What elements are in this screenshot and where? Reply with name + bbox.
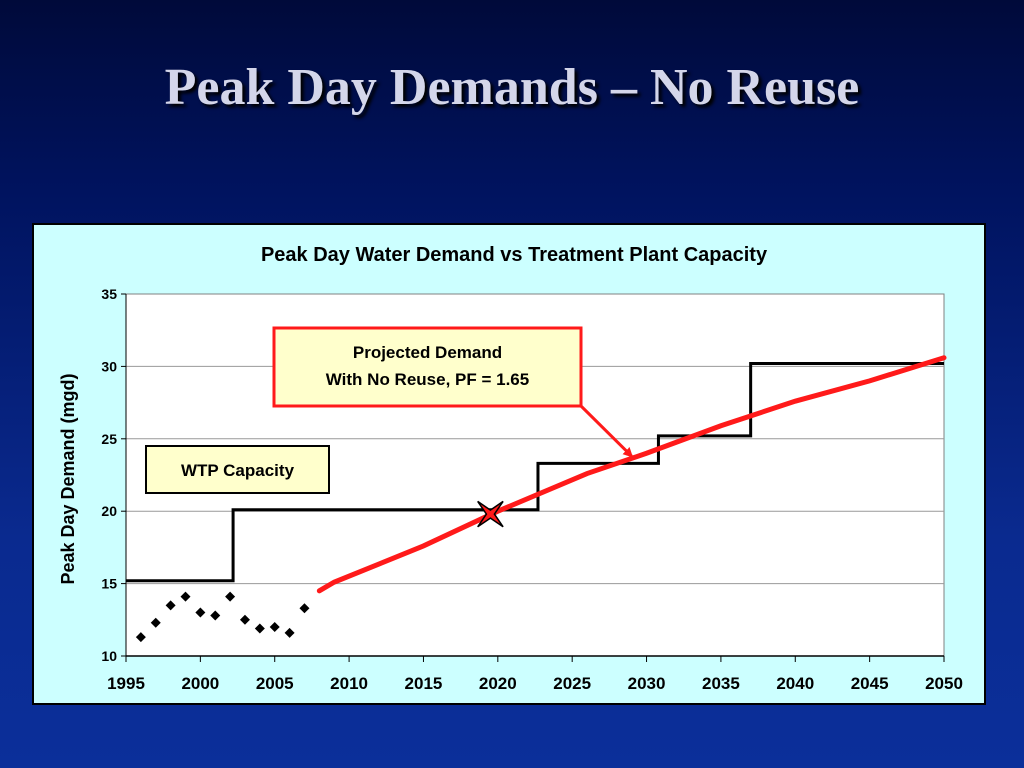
x-tick-label: 2025 bbox=[553, 674, 591, 693]
y-tick-label: 10 bbox=[101, 648, 117, 664]
historic-demand-point bbox=[195, 607, 206, 618]
y-axis-label: Peak Day Demand (mgd) bbox=[58, 373, 78, 584]
x-tick-label: 2030 bbox=[628, 674, 666, 693]
historic-demand-point bbox=[284, 627, 295, 638]
wtp-capacity-label-box bbox=[145, 445, 330, 494]
historic-demand-point bbox=[254, 623, 265, 634]
historic-demand-point bbox=[210, 610, 221, 621]
historic-demand-point bbox=[180, 591, 191, 602]
x-tick-label: 2035 bbox=[702, 674, 740, 693]
x-tick-label: 2050 bbox=[925, 674, 963, 693]
x-tick-label: 2045 bbox=[851, 674, 889, 693]
y-tick-label: 25 bbox=[101, 431, 117, 447]
x-tick-label: 1995 bbox=[107, 674, 145, 693]
annotations: Projected Demand With No Reuse, PF = 1.65… bbox=[145, 326, 634, 494]
x-tick-label: 2000 bbox=[181, 674, 219, 693]
wtp-capacity-label-text: WTP Capacity bbox=[181, 461, 295, 480]
historic-demand-point bbox=[239, 614, 250, 625]
capacity-crossing-marker bbox=[477, 500, 504, 528]
historic-demand-point bbox=[135, 632, 146, 643]
historic-demand-point bbox=[269, 622, 280, 633]
projected-demand-callout-text: Projected Demand bbox=[353, 343, 502, 362]
x-tick-label: 2020 bbox=[479, 674, 517, 693]
chart-frame: Peak Day Water Demand vs Treatment Plant… bbox=[32, 223, 986, 705]
slide-title: Peak Day Demands – No Reuse bbox=[164, 59, 860, 116]
historic-demand-point bbox=[225, 591, 236, 602]
demand-capacity-chart: Peak Day Water Demand vs Treatment Plant… bbox=[58, 244, 963, 693]
x-axis-ticks: 1995 2000 2005 2010 2015 2020 2025 2030 2035 2040… bbox=[107, 655, 963, 693]
x-tick-label: 2015 bbox=[405, 674, 443, 693]
y-tick-label: 20 bbox=[101, 503, 117, 519]
y-tick-label: 15 bbox=[101, 576, 117, 592]
x-tick-label: 2040 bbox=[776, 674, 814, 693]
projected-demand-callout-box bbox=[272, 326, 583, 408]
x-tick-label: 2010 bbox=[330, 674, 368, 693]
projected-demand-callout-text: With No Reuse, PF = 1.65 bbox=[326, 370, 529, 389]
projected-demand-line bbox=[316, 355, 947, 594]
projected-demand-arrow bbox=[579, 404, 634, 458]
wtp-capacity-line bbox=[126, 362, 944, 583]
historic-demand-point bbox=[150, 617, 161, 628]
y-axis-ticks: 10 15 20 25 30 35 bbox=[101, 286, 127, 664]
x-tick-label: 2005 bbox=[256, 674, 294, 693]
historic-demand-point bbox=[299, 603, 310, 614]
data-series bbox=[126, 355, 947, 643]
y-tick-label: 30 bbox=[101, 358, 117, 374]
chart-title: Peak Day Water Demand vs Treatment Plant… bbox=[261, 244, 768, 266]
y-tick-label: 35 bbox=[101, 286, 117, 302]
historic-demand-point bbox=[165, 600, 176, 611]
